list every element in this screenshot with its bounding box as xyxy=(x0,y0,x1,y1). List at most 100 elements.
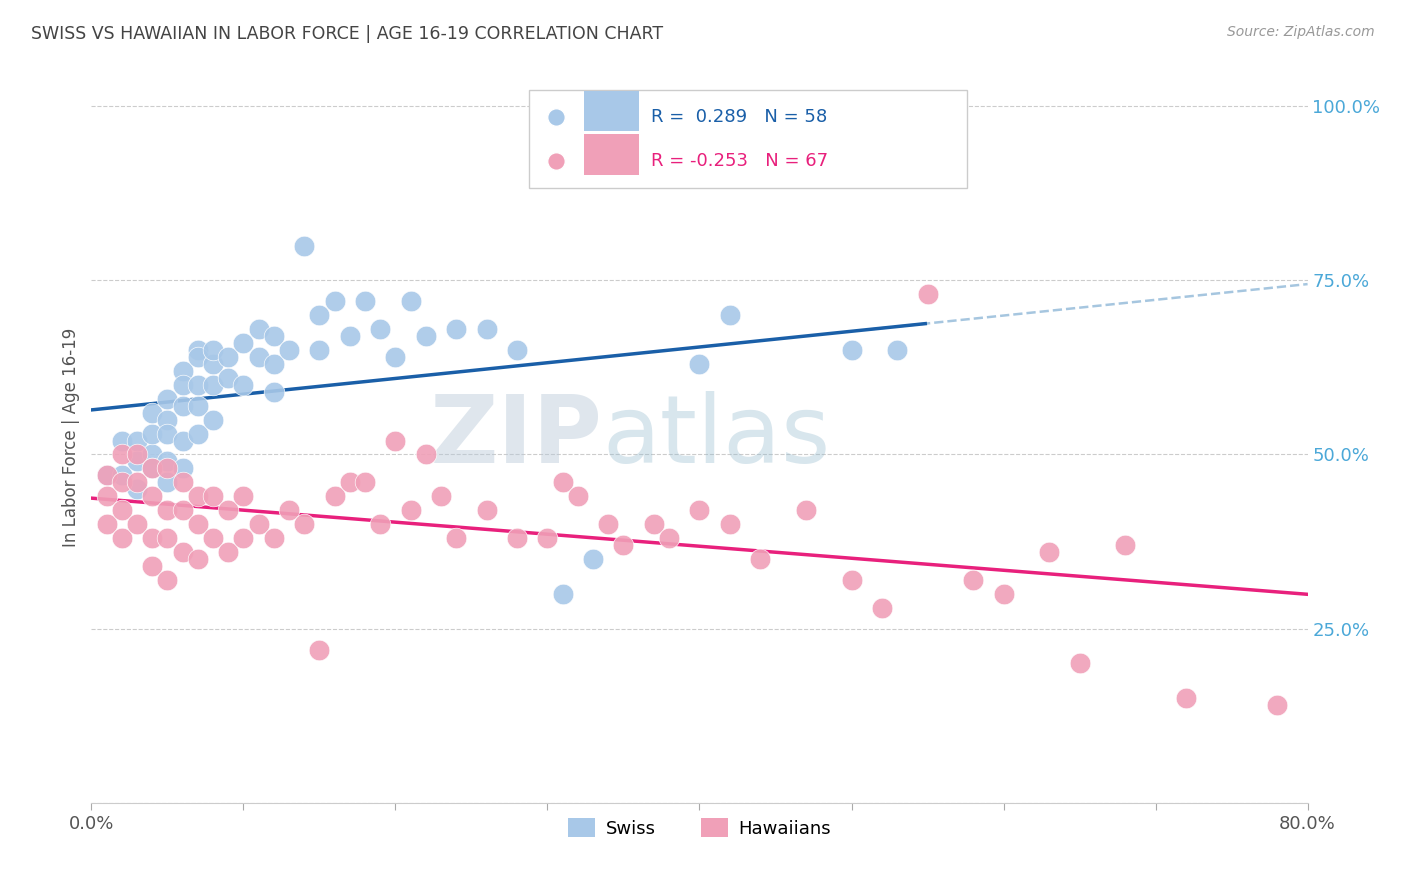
Point xyxy=(232,531,254,545)
Point xyxy=(661,184,683,198)
Point xyxy=(141,489,163,503)
Point xyxy=(292,238,315,252)
Point xyxy=(339,475,361,490)
Point xyxy=(111,503,134,517)
Point xyxy=(308,308,330,322)
Point xyxy=(187,399,209,413)
Bar xyxy=(583,135,638,175)
Point xyxy=(263,357,285,371)
Text: SWISS VS HAWAIIAN IN LABOR FORCE | AGE 16-19 CORRELATION CHART: SWISS VS HAWAIIAN IN LABOR FORCE | AGE 1… xyxy=(31,25,664,43)
Point xyxy=(187,426,209,441)
Point xyxy=(688,357,710,371)
Point xyxy=(658,531,681,545)
Point xyxy=(141,461,163,475)
Point xyxy=(232,489,254,503)
Point xyxy=(156,392,179,406)
Point xyxy=(598,517,620,532)
Point xyxy=(172,475,194,490)
Point xyxy=(718,517,741,532)
Point xyxy=(217,350,239,364)
Point xyxy=(430,489,453,503)
Point xyxy=(172,434,194,448)
Point xyxy=(718,308,741,322)
Point xyxy=(551,587,574,601)
Point xyxy=(202,412,225,426)
Point xyxy=(202,357,225,371)
Point xyxy=(841,573,863,587)
Point xyxy=(384,434,406,448)
Point xyxy=(156,503,179,517)
Point xyxy=(96,468,118,483)
Y-axis label: In Labor Force | Age 16-19: In Labor Force | Age 16-19 xyxy=(62,327,80,547)
Point xyxy=(1114,538,1136,552)
Point xyxy=(125,475,148,490)
Point xyxy=(217,503,239,517)
Point xyxy=(125,448,148,462)
Point xyxy=(354,294,377,309)
Point xyxy=(141,426,163,441)
Point xyxy=(567,489,589,503)
Point xyxy=(125,517,148,532)
Point xyxy=(643,517,665,532)
Point xyxy=(172,364,194,378)
Point xyxy=(475,322,498,336)
Point xyxy=(399,503,422,517)
Text: Source: ZipAtlas.com: Source: ZipAtlas.com xyxy=(1227,25,1375,39)
Point xyxy=(917,287,939,301)
Point xyxy=(232,377,254,392)
Legend: Swiss, Hawaiians: Swiss, Hawaiians xyxy=(561,811,838,845)
Point xyxy=(384,350,406,364)
Point xyxy=(111,475,134,490)
Point xyxy=(323,489,346,503)
Point xyxy=(111,468,134,483)
Point xyxy=(202,531,225,545)
Point xyxy=(156,475,179,490)
Point xyxy=(415,329,437,343)
Point xyxy=(292,517,315,532)
Point xyxy=(1069,657,1091,671)
Point xyxy=(870,600,893,615)
Point xyxy=(339,329,361,343)
Point xyxy=(96,517,118,532)
Text: R =  0.289   N = 58: R = 0.289 N = 58 xyxy=(651,108,827,127)
Point xyxy=(156,573,179,587)
Point xyxy=(247,350,270,364)
Point xyxy=(278,503,301,517)
Point xyxy=(415,448,437,462)
Point xyxy=(172,545,194,559)
Point xyxy=(111,448,134,462)
Point xyxy=(141,531,163,545)
Point xyxy=(278,343,301,357)
Text: ZIP: ZIP xyxy=(429,391,602,483)
Point xyxy=(444,531,467,545)
Point xyxy=(399,294,422,309)
Point xyxy=(141,558,163,573)
Point xyxy=(172,399,194,413)
Point xyxy=(217,545,239,559)
Point xyxy=(354,475,377,490)
Point xyxy=(962,573,984,587)
Point xyxy=(551,475,574,490)
Point xyxy=(308,642,330,657)
Point xyxy=(156,454,179,468)
Point xyxy=(202,377,225,392)
Point xyxy=(886,343,908,357)
Point xyxy=(125,454,148,468)
Point xyxy=(1174,691,1197,706)
Point xyxy=(172,377,194,392)
Point xyxy=(202,489,225,503)
Point xyxy=(172,503,194,517)
Point xyxy=(232,336,254,351)
Point xyxy=(661,143,683,157)
Point xyxy=(202,343,225,357)
Point xyxy=(96,489,118,503)
Point xyxy=(141,461,163,475)
Point xyxy=(688,503,710,517)
Point xyxy=(156,426,179,441)
Point xyxy=(96,468,118,483)
Point xyxy=(156,531,179,545)
Point xyxy=(125,483,148,497)
Point xyxy=(506,531,529,545)
Point xyxy=(156,461,179,475)
Point xyxy=(187,377,209,392)
